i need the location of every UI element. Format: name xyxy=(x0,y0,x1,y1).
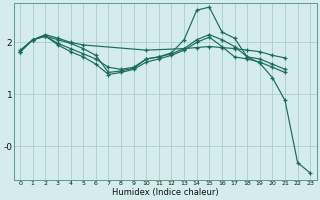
X-axis label: Humidex (Indice chaleur): Humidex (Indice chaleur) xyxy=(112,188,219,197)
